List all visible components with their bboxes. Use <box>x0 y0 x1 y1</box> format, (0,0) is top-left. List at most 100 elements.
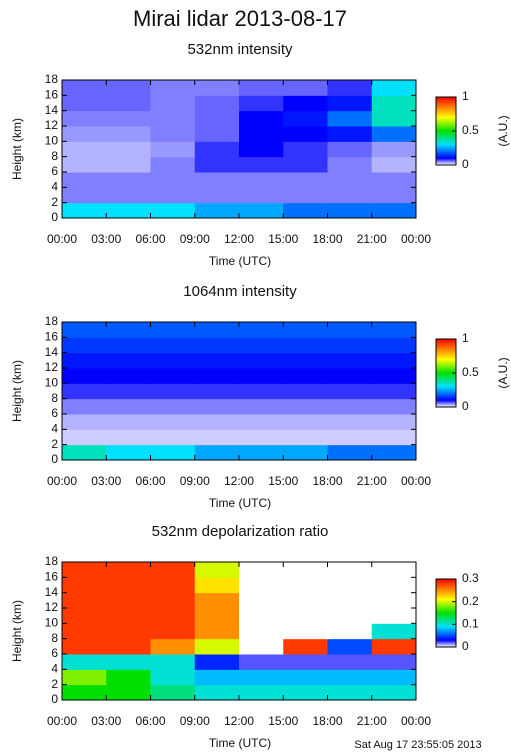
heat-cell <box>371 368 417 384</box>
heat-cell <box>239 414 284 430</box>
heat-cell <box>106 383 151 400</box>
y-tick-label: 16 <box>45 330 59 344</box>
heat-cell <box>62 608 107 624</box>
heat-cell <box>371 126 417 142</box>
heat-cell <box>150 577 196 594</box>
heat-cell <box>239 577 284 594</box>
heat-cell <box>150 187 196 204</box>
heat-cell <box>283 577 328 594</box>
heat-cell <box>283 156 328 173</box>
heat-cell <box>327 322 373 338</box>
heat-cell <box>150 608 196 624</box>
heat-cell <box>106 623 151 640</box>
heat-cell <box>150 654 196 670</box>
heat-cell <box>62 562 107 578</box>
heat-cell <box>371 141 417 158</box>
heat-cell <box>62 110 107 127</box>
heat-cell <box>62 156 107 173</box>
heat-cell <box>194 684 240 701</box>
heat-cell <box>283 444 328 461</box>
x-tick-label: 00:00 <box>47 714 77 728</box>
y-tick-label: 4 <box>51 422 58 436</box>
heat-cell <box>62 80 107 96</box>
heat-cell <box>371 562 417 578</box>
heat-cell <box>283 368 328 384</box>
heat-cell <box>194 202 240 219</box>
heat-cell <box>106 444 151 461</box>
heat-cell <box>194 444 240 461</box>
heat-cell <box>239 623 284 640</box>
figure-title: Mirai lidar 2013-08-17 <box>133 6 347 31</box>
heat-cell <box>194 322 240 338</box>
heat-cell <box>283 352 328 369</box>
heat-cell <box>150 429 196 446</box>
heat-cell <box>150 172 196 188</box>
heat-cell <box>106 638 151 655</box>
heat-cell <box>194 337 240 354</box>
x-tick-label: 18:00 <box>312 232 342 246</box>
heat-cell <box>194 608 240 624</box>
heat-cell <box>194 95 240 112</box>
y-tick-label: 10 <box>45 134 59 148</box>
heat-cell <box>150 444 196 461</box>
heat-cell <box>62 337 107 354</box>
heat-cell <box>327 156 373 173</box>
heat-cell <box>150 322 196 338</box>
heat-cell <box>327 608 373 624</box>
heat-cell <box>371 577 417 594</box>
heat-cell <box>106 322 151 338</box>
heat-cell <box>194 429 240 446</box>
heat-cell <box>106 398 151 415</box>
y-tick-label: 16 <box>45 570 59 584</box>
x-tick-label: 00:00 <box>401 714 431 728</box>
heat-cell <box>239 608 284 624</box>
heat-cell <box>62 444 107 461</box>
x-tick-label: 21:00 <box>357 714 387 728</box>
heat-cell <box>371 654 417 670</box>
heat-cell <box>150 337 196 354</box>
heat-cell <box>62 322 107 338</box>
x-tick-label: 03:00 <box>91 474 121 488</box>
x-tick-label: 06:00 <box>135 714 165 728</box>
heat-cell <box>194 414 240 430</box>
heat-cell <box>150 141 196 158</box>
heat-cell <box>327 429 373 446</box>
heat-cell <box>239 684 284 701</box>
y-tick-label: 18 <box>45 72 59 86</box>
colorbar-tick-label: 0 <box>462 639 469 653</box>
y-tick-label: 0 <box>51 692 58 706</box>
heat-cell <box>371 623 417 640</box>
heat-cell <box>327 383 373 400</box>
heat-cell <box>327 202 373 219</box>
heat-cell <box>371 172 417 188</box>
heat-cell <box>106 141 151 158</box>
heat-cell <box>283 110 328 127</box>
heat-cell <box>62 577 107 594</box>
y-tick-label: 14 <box>45 585 59 599</box>
heat-cell <box>62 592 107 609</box>
colorbar-tick-label: 0.5 <box>462 123 479 137</box>
heat-cell <box>239 172 284 188</box>
heat-cell <box>239 352 284 369</box>
x-tick-label: 15:00 <box>268 232 298 246</box>
heat-cell <box>62 172 107 188</box>
heat-cell <box>283 608 328 624</box>
x-tick-label: 12:00 <box>224 714 254 728</box>
y-tick-label: 12 <box>45 360 59 374</box>
heat-cell <box>327 95 373 112</box>
heat-cell <box>62 429 107 446</box>
y-tick-label: 10 <box>45 376 59 390</box>
heat-cell <box>62 352 107 369</box>
heat-cell <box>283 126 328 142</box>
heat-cell <box>239 638 284 655</box>
heat-cell <box>239 562 284 578</box>
heat-cell <box>150 669 196 686</box>
heat-cell <box>194 187 240 204</box>
heat-cell <box>194 368 240 384</box>
panel-title: 532nm intensity <box>187 41 293 58</box>
x-axis-label: Time (UTC) <box>209 736 271 750</box>
heat-cell <box>283 623 328 640</box>
heat-cell <box>106 80 151 96</box>
colorbar-label: (A.U.) <box>496 115 510 146</box>
colorbar <box>435 578 457 648</box>
